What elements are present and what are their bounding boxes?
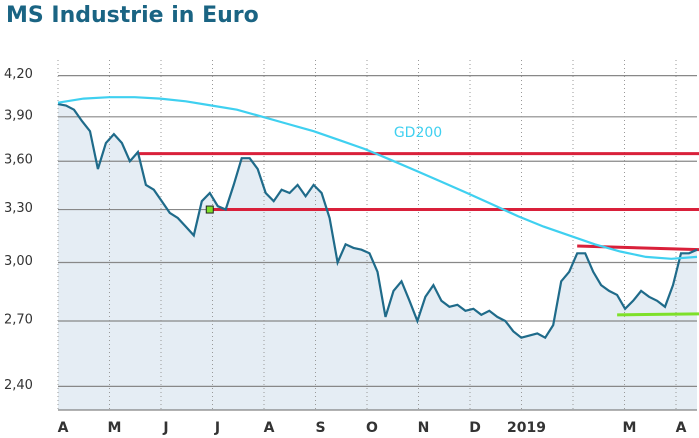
- x-tick-label: A: [264, 420, 275, 436]
- y-tick-label: 3,90: [4, 108, 33, 123]
- y-tick-label: 4,20: [4, 67, 33, 82]
- x-tick-label: N: [418, 420, 430, 436]
- y-tick-label: 3,60: [4, 153, 33, 168]
- y-tick-label: 2,70: [4, 312, 33, 327]
- x-tick-label: J: [162, 420, 168, 436]
- trend-line: [617, 312, 699, 317]
- y-tick-label: 3,30: [4, 201, 33, 216]
- y-tick-label: 2,40: [4, 378, 33, 393]
- trend-line: [577, 244, 699, 252]
- x-tick-label: M: [623, 420, 637, 436]
- chart-title: MS Industrie in Euro: [6, 3, 259, 28]
- series-line: [57, 96, 698, 260]
- x-tick-label: J: [214, 420, 220, 436]
- x-tick-label: D: [469, 420, 481, 436]
- x-tick-label: A: [58, 420, 69, 436]
- x-tick-label: 2019: [507, 420, 546, 436]
- series-label: GD200: [394, 125, 442, 141]
- price-area: [58, 104, 697, 410]
- x-tick-label: S: [315, 420, 325, 436]
- series-line: [57, 103, 698, 340]
- x-tick-label: M: [108, 420, 122, 436]
- x-tick-label: A: [676, 420, 687, 436]
- y-tick-label: 3,00: [4, 254, 33, 269]
- x-tick-label: O: [366, 420, 378, 436]
- marker: [205, 205, 214, 214]
